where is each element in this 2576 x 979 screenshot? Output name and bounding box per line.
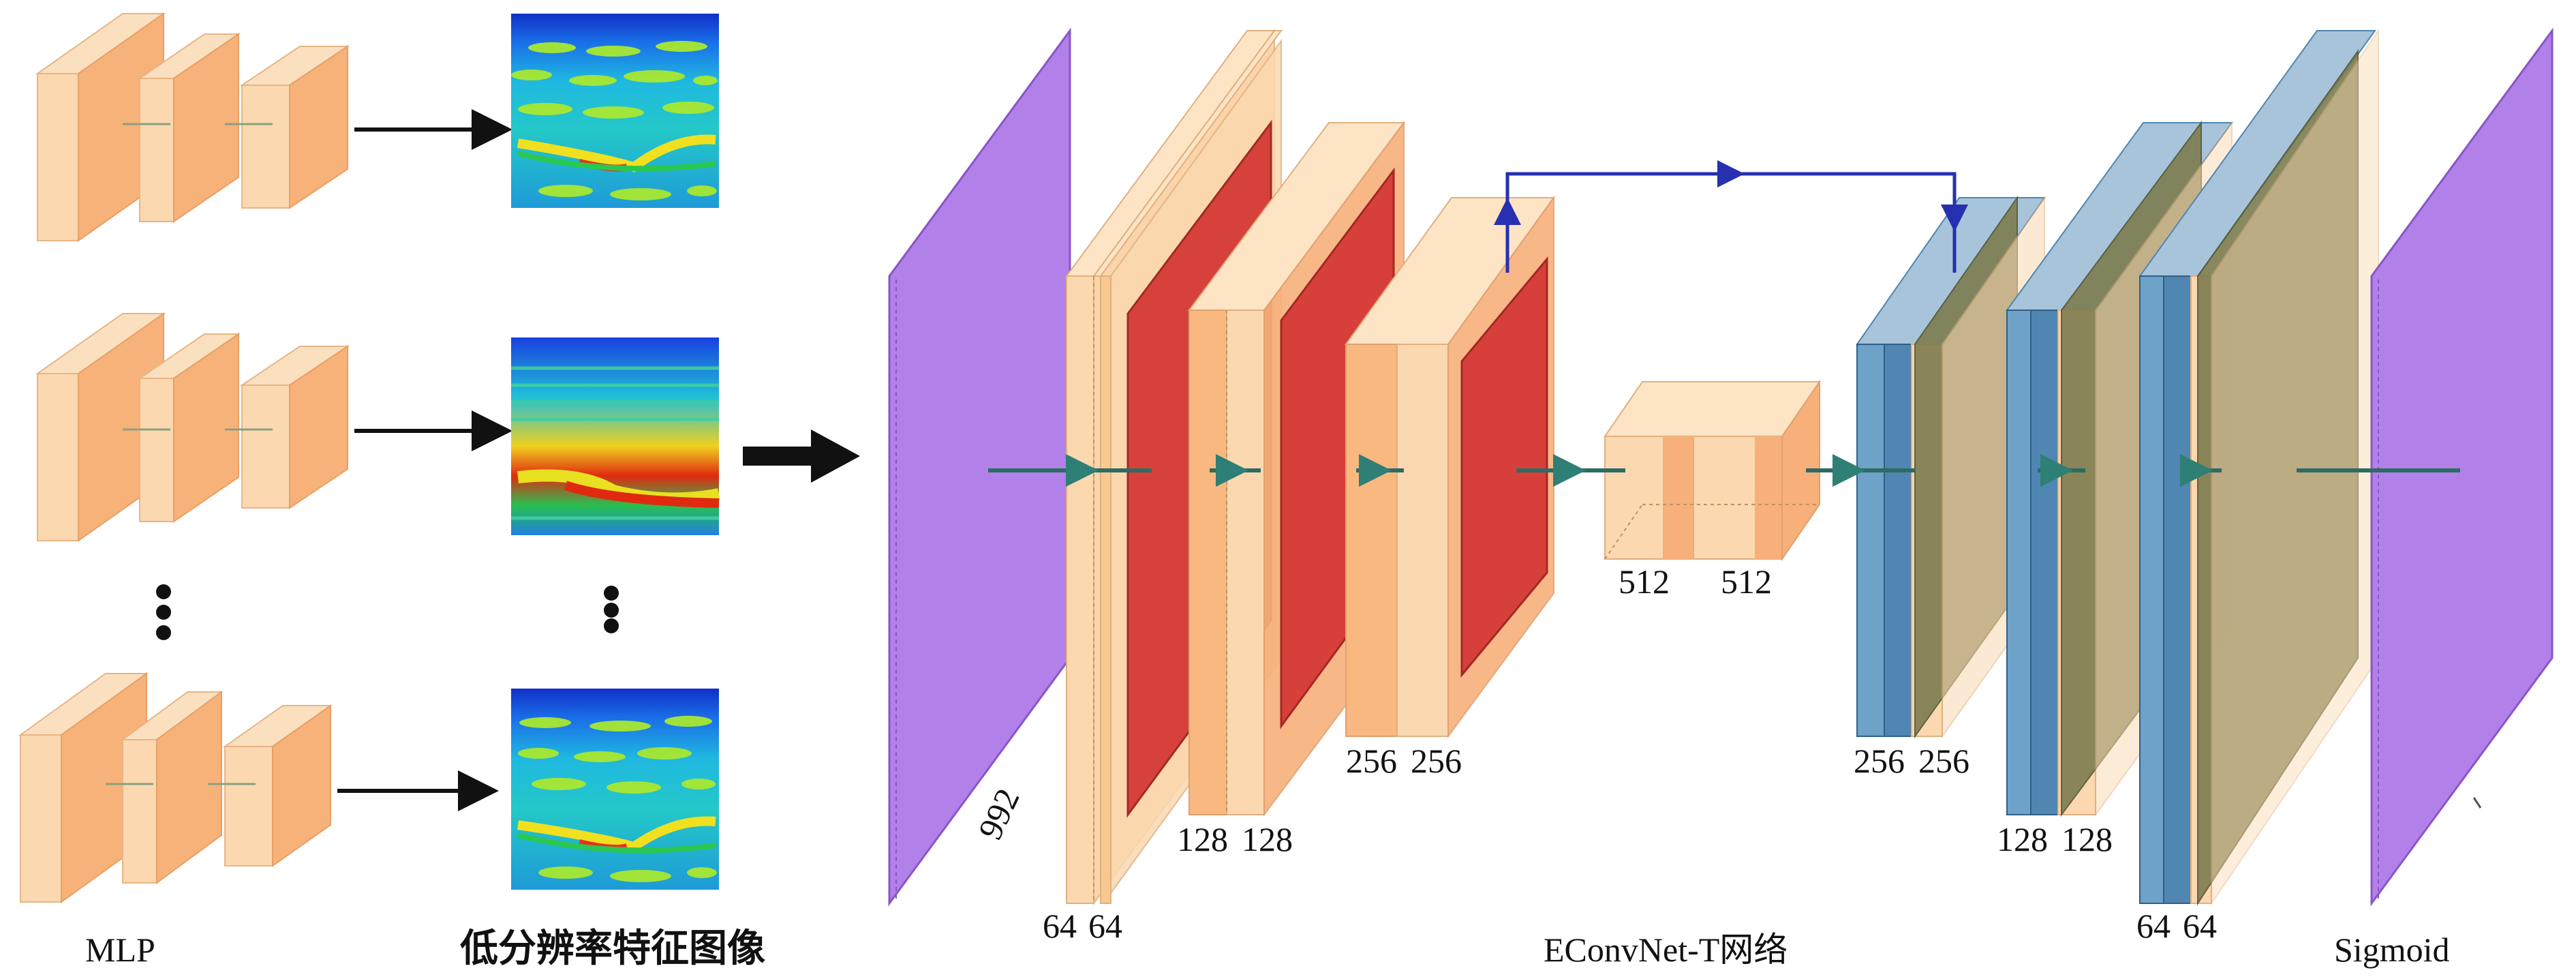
bottleneck-block <box>1604 379 1821 562</box>
mlp-block-2 <box>35 312 350 542</box>
big-black-arrow <box>743 430 860 483</box>
output-plane <box>2370 27 2554 907</box>
bottleneck-label-b: 512 <box>1721 562 1772 601</box>
dec2-label-b: 128 <box>2061 820 2113 858</box>
enc2-label-b: 128 <box>1242 820 1293 858</box>
encoder-stage-3 <box>1345 195 1555 739</box>
skip-connection <box>1494 160 1968 273</box>
feature-image-1 <box>511 14 719 208</box>
decoder-stage-1 <box>2138 28 2379 906</box>
feature-images-caption: 低分辨率特征图像 <box>460 927 765 971</box>
feature-image-2 <box>511 337 720 535</box>
enc1-label-b: 64 <box>1088 907 1122 945</box>
network-caption: EConvNet-T网络 <box>1544 931 1788 969</box>
enc3-label-a: 256 <box>1346 742 1397 780</box>
input-plane <box>888 27 1071 907</box>
bottleneck-label-a: 512 <box>1619 562 1670 601</box>
mlp-caption: MLP <box>85 931 155 969</box>
dec3-label-a: 256 <box>1854 742 1905 780</box>
dec1-label-b: 64 <box>2183 907 2217 945</box>
mlp-block-1 <box>35 12 350 242</box>
enc3-label-b: 256 <box>1411 742 1462 780</box>
dec2-label-a: 128 <box>1997 820 2048 858</box>
enc1-label-a: 64 <box>1043 907 1077 945</box>
enc2-label-a: 128 <box>1177 820 1228 858</box>
dec1-label-a: 64 <box>2136 907 2171 945</box>
output-caption: Sigmoid <box>2334 931 2449 969</box>
mlp-block-3 <box>18 672 333 903</box>
input-dim-label: 992 <box>970 783 1026 845</box>
vertical-ellipsis-left <box>156 584 171 640</box>
dec3-label-b: 256 <box>1918 742 1969 780</box>
feature-image-3 <box>511 689 719 890</box>
vertical-ellipsis-right <box>604 586 619 633</box>
